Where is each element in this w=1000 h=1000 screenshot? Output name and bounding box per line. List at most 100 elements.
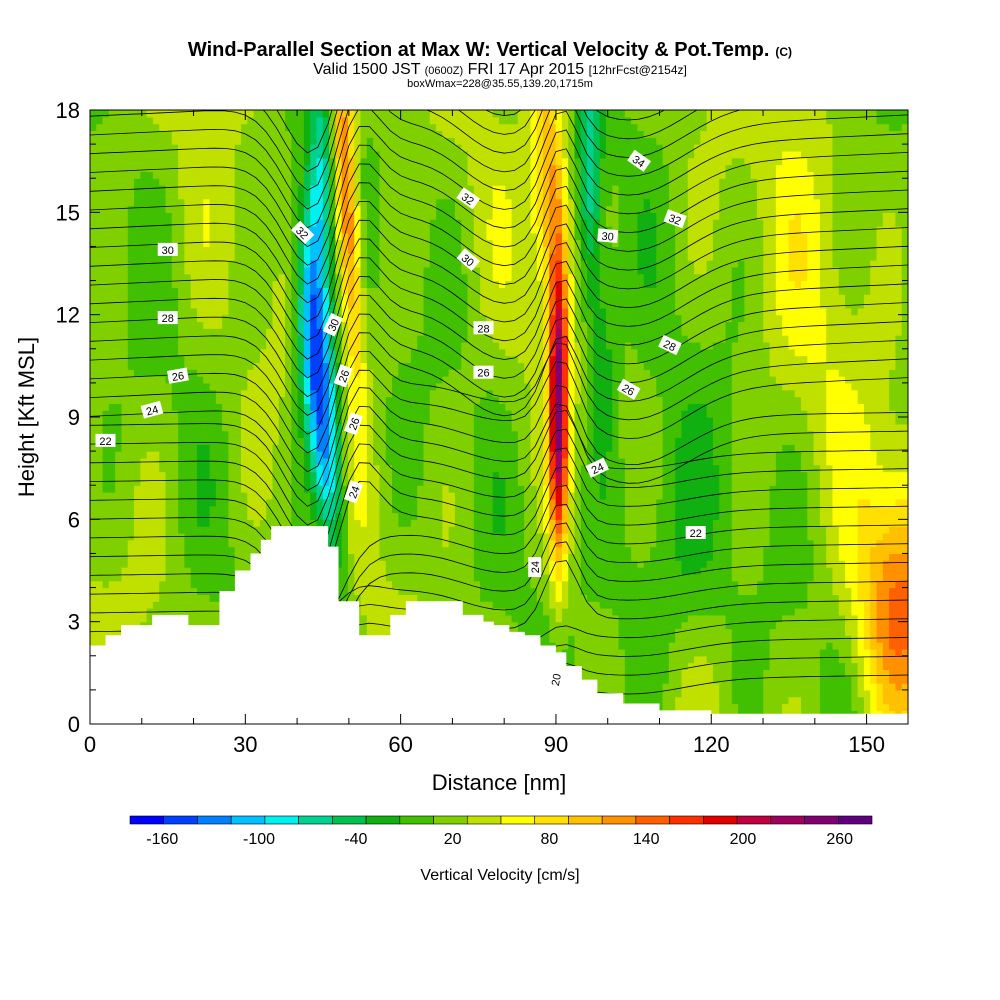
heat-cell xyxy=(184,512,192,520)
heat-cell xyxy=(90,526,97,534)
heat-cell xyxy=(259,335,267,343)
heat-cell xyxy=(90,532,97,541)
heat-cell xyxy=(178,485,185,493)
heat-cell xyxy=(96,123,104,132)
heat-cell xyxy=(209,498,217,507)
heat-cell xyxy=(291,451,299,459)
heat-cell xyxy=(379,307,387,316)
heat-cell xyxy=(115,116,123,125)
heat-cell xyxy=(316,164,324,172)
heat-cell xyxy=(410,260,418,268)
heat-cell xyxy=(404,232,412,241)
heat-cell xyxy=(209,587,217,595)
heat-cell xyxy=(165,301,173,309)
heat-cell xyxy=(341,164,349,172)
heat-cell xyxy=(303,137,311,145)
heat-cell xyxy=(392,321,399,329)
heat-cell xyxy=(146,144,154,152)
heat-cell xyxy=(228,485,236,493)
heat-cell xyxy=(228,123,236,132)
heat-cell xyxy=(241,287,248,295)
heat-cell xyxy=(354,437,362,445)
heat-cell xyxy=(222,512,230,520)
heat-cell xyxy=(215,280,223,288)
heat-cell xyxy=(165,505,173,514)
heat-cell xyxy=(366,164,374,172)
heat-cell xyxy=(152,580,160,589)
heat-cell xyxy=(115,369,123,377)
heat-cell xyxy=(335,144,343,152)
heat-cell xyxy=(291,321,299,329)
heat-cell xyxy=(335,498,343,507)
heat-cell xyxy=(285,260,292,268)
heat-cell xyxy=(90,178,97,186)
heat-cell xyxy=(423,560,431,568)
heat-cell xyxy=(404,389,412,398)
heat-cell xyxy=(385,621,393,630)
heat-cell xyxy=(146,225,154,234)
heat-cell xyxy=(329,157,336,166)
heat-cell xyxy=(90,546,97,555)
heat-cell xyxy=(196,150,204,159)
heat-cell xyxy=(417,573,425,582)
heat-cell xyxy=(366,328,374,336)
heat-cell xyxy=(96,464,104,473)
heat-cell xyxy=(354,266,362,275)
heat-cell xyxy=(272,260,280,268)
heat-cell xyxy=(266,437,274,445)
heat-cell xyxy=(354,546,362,555)
heat-cell xyxy=(152,191,160,200)
heat-cell xyxy=(259,253,267,261)
heat-cell xyxy=(171,403,179,411)
heat-cell xyxy=(379,232,387,241)
heat-cell xyxy=(102,362,110,370)
heat-cell xyxy=(436,573,443,582)
heat-cell xyxy=(385,608,393,616)
heat-cell xyxy=(417,594,425,602)
heat-cell xyxy=(385,239,393,248)
heat-cell xyxy=(429,157,437,166)
heat-cell xyxy=(297,314,305,323)
heat-cell xyxy=(96,198,104,207)
heat-cell xyxy=(310,294,318,302)
heat-cell xyxy=(121,417,129,425)
heat-cell xyxy=(127,307,135,316)
heat-cell xyxy=(259,164,267,172)
heat-cell xyxy=(102,239,110,248)
heat-cell xyxy=(108,191,116,200)
heat-cell xyxy=(285,328,292,336)
heat-cell xyxy=(90,594,97,602)
heat-cell xyxy=(171,280,179,288)
heat-cell xyxy=(366,478,374,486)
heat-cell xyxy=(196,437,204,445)
heat-cell xyxy=(108,198,116,207)
heat-cell xyxy=(203,444,211,452)
heat-cell xyxy=(429,417,437,425)
heat-cell xyxy=(228,110,236,118)
heat-cell xyxy=(429,314,437,323)
heat-cell xyxy=(96,478,104,486)
heat-cell xyxy=(196,110,204,118)
heat-cell xyxy=(423,273,431,282)
heat-cell xyxy=(259,246,267,254)
heat-cell xyxy=(266,253,274,261)
heat-cell xyxy=(203,546,211,555)
heat-cell xyxy=(115,423,123,432)
heat-cell xyxy=(171,157,179,166)
heat-cell xyxy=(140,205,148,213)
heat-cell xyxy=(115,321,123,329)
heat-cell xyxy=(253,417,261,425)
heat-cell xyxy=(266,532,274,541)
heat-cell xyxy=(417,212,425,220)
heat-cell xyxy=(360,451,368,459)
heat-cell xyxy=(417,321,425,329)
heat-cell xyxy=(278,198,286,207)
heat-cell xyxy=(303,239,311,248)
heat-cell xyxy=(379,110,387,118)
heat-cell xyxy=(303,219,311,227)
heat-cell xyxy=(121,560,129,568)
heat-cell xyxy=(196,321,204,329)
heat-cell xyxy=(259,355,267,364)
heat-cell xyxy=(278,301,286,309)
heat-cell xyxy=(102,294,110,302)
